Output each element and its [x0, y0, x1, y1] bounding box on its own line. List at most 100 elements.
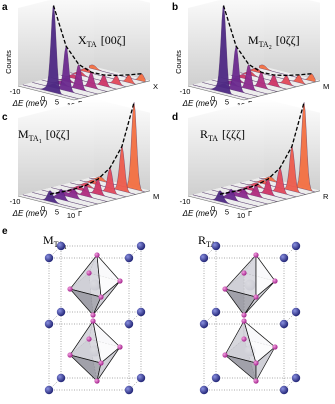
x-tick-label: 0: [41, 204, 45, 213]
q-end: M: [323, 82, 329, 91]
atom: [222, 286, 228, 292]
y-axis-label: Counts: [174, 50, 183, 74]
title: RTA [ζζζ]: [200, 127, 245, 143]
atom: [56, 241, 66, 251]
atom: [86, 336, 92, 342]
atom: [94, 252, 100, 258]
energy-axis: [17, 195, 75, 211]
atom: [279, 319, 289, 329]
atom: [291, 307, 301, 317]
x-tick-label: 10: [67, 211, 75, 220]
back-wall: [94, 0, 150, 81]
atom: [67, 352, 73, 358]
title-subsub: 1: [64, 245, 67, 251]
atom: [211, 373, 221, 383]
cell-edge: [203, 377, 297, 391]
title-direction: [0ζζ]: [46, 127, 70, 141]
title-direction: [0ζζ]: [276, 33, 300, 47]
title-sub: TA: [208, 134, 218, 143]
atom: [253, 378, 259, 384]
q-axis: [243, 190, 321, 211]
structure: MTA1: [43, 233, 146, 395]
title-sub: TA: [87, 40, 97, 49]
atom: [199, 253, 209, 263]
atom: [291, 241, 301, 251]
atom: [136, 307, 146, 317]
atom: [241, 312, 247, 318]
title: MTA2 [0ζζ]: [248, 33, 300, 51]
atom: [199, 385, 209, 395]
title: XTA [00ζ]: [78, 33, 126, 49]
atom: [124, 319, 134, 329]
peak: [192, 5, 249, 99]
atom: [117, 344, 123, 350]
atom: [124, 385, 134, 395]
cell-edge: [48, 377, 142, 391]
atom: [56, 373, 66, 383]
x-tick-label: -10: [10, 87, 21, 96]
atom: [44, 385, 54, 395]
atom: [241, 318, 247, 324]
peak: [32, 45, 89, 97]
peak: [192, 190, 249, 209]
cell-edge: [203, 311, 297, 325]
title: MTA1 [0ζζ]: [18, 127, 70, 145]
peak: [89, 64, 146, 83]
title-main: R: [200, 127, 208, 141]
title-sub: TA: [206, 240, 216, 249]
octahedron-face: [255, 346, 276, 383]
atom: [279, 385, 289, 395]
q-axis: [243, 80, 321, 101]
panel-e: eMTA1RTA: [2, 226, 301, 395]
panel-label: e: [2, 226, 8, 237]
atom: [98, 360, 104, 366]
y-axis-label: Counts: [4, 50, 13, 74]
title: RTA: [198, 233, 216, 249]
title-subsub: 1: [39, 139, 42, 145]
structure: RTA: [198, 233, 301, 395]
q-start: Γ: [248, 209, 252, 218]
atom: [94, 378, 100, 384]
atom: [279, 253, 289, 263]
atom: [253, 252, 259, 258]
q-end: X: [153, 82, 158, 91]
q-end: R: [323, 192, 329, 201]
x-tick-label: 5: [225, 208, 229, 217]
atom: [124, 253, 134, 263]
title-main: M: [248, 33, 259, 47]
atom: [241, 336, 247, 342]
octahedron-face: [92, 280, 121, 316]
energy-axis: [17, 85, 75, 101]
dispersion-line: [222, 5, 312, 77]
atom: [253, 294, 259, 300]
atom: [211, 241, 221, 251]
peak: [202, 45, 259, 97]
x-tick-label: 0: [211, 94, 215, 103]
atom: [272, 278, 278, 284]
atom: [90, 312, 96, 318]
x-tick-label: 5: [225, 98, 229, 107]
cell-edge: [48, 311, 142, 325]
atom: [136, 373, 146, 383]
x-tick-label: 0: [211, 204, 215, 213]
title-main: R: [198, 233, 206, 247]
panel-label: d: [172, 112, 178, 123]
atom: [199, 319, 209, 329]
x-tick-label: -10: [180, 197, 191, 206]
atom: [90, 318, 96, 324]
octahedron-face: [243, 280, 276, 316]
panel-label: b: [172, 2, 178, 13]
atom: [211, 307, 221, 317]
side-wall: [188, 98, 264, 196]
x-tick-label: 10: [237, 211, 245, 220]
title-main: M: [18, 127, 29, 141]
dispersion-line: [49, 102, 135, 195]
x-axis-label: ΔE (meV): [12, 99, 48, 108]
peak: [22, 5, 79, 99]
side-wall: [18, 98, 94, 196]
atom: [291, 373, 301, 383]
title-main: M: [43, 233, 54, 247]
